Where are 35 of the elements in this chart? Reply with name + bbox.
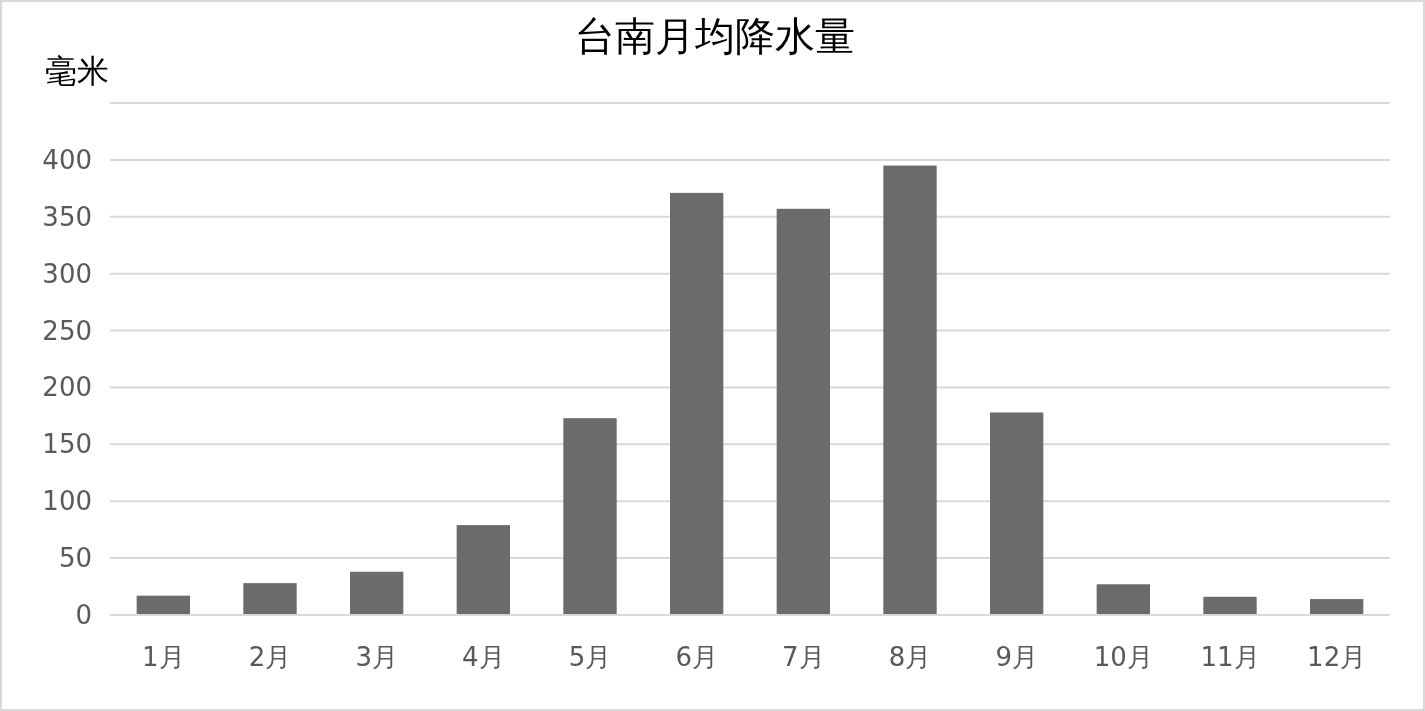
y-tick-label: 300 [42, 258, 92, 289]
bar [1310, 599, 1364, 615]
x-tick-label: 3月 [355, 642, 398, 672]
x-tick-label: 5月 [568, 642, 612, 672]
y-tick-label: 200 [42, 372, 92, 403]
bar [350, 571, 404, 615]
y-tick-label: 350 [42, 201, 92, 232]
y-axis-title: 毫米 [45, 52, 109, 90]
bar [136, 595, 190, 615]
y-tick-label: 100 [42, 486, 92, 517]
x-tick-label: 7月 [782, 642, 825, 672]
x-tick-label: 2月 [248, 642, 292, 672]
x-tick-label: 10月 [1093, 642, 1153, 672]
bar [243, 583, 297, 615]
x-tick-label: 6月 [675, 642, 718, 672]
y-tick-label: 250 [42, 315, 92, 346]
bar [883, 165, 937, 615]
x-tick-label: 11月 [1200, 642, 1260, 672]
x-tick-label: 4月 [462, 642, 505, 672]
y-tick-label: 50 [58, 543, 92, 574]
bar [456, 525, 510, 615]
x-tick-label: 12月 [1307, 642, 1367, 672]
y-tick-label: 0 [75, 600, 92, 630]
x-tick-label: 1月 [142, 642, 185, 672]
y-tick-label: 400 [42, 144, 92, 175]
x-tick-label: 9月 [995, 642, 1038, 672]
bar [563, 418, 617, 615]
bar [670, 192, 724, 615]
bar [990, 412, 1044, 615]
x-tick-label: 8月 [888, 642, 932, 672]
bar [1203, 596, 1257, 615]
bar [776, 208, 830, 615]
bar [1096, 584, 1150, 615]
chart-title: 台南月均降水量 [575, 13, 855, 59]
y-tick-label: 150 [42, 429, 92, 460]
